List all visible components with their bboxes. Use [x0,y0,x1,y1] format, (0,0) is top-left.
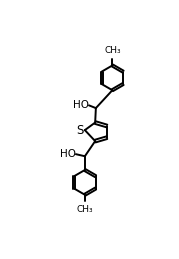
Text: HO: HO [60,149,76,159]
Text: HO: HO [73,100,90,110]
Text: S: S [76,124,83,136]
Text: CH₃: CH₃ [104,46,121,55]
Text: CH₃: CH₃ [77,205,93,214]
